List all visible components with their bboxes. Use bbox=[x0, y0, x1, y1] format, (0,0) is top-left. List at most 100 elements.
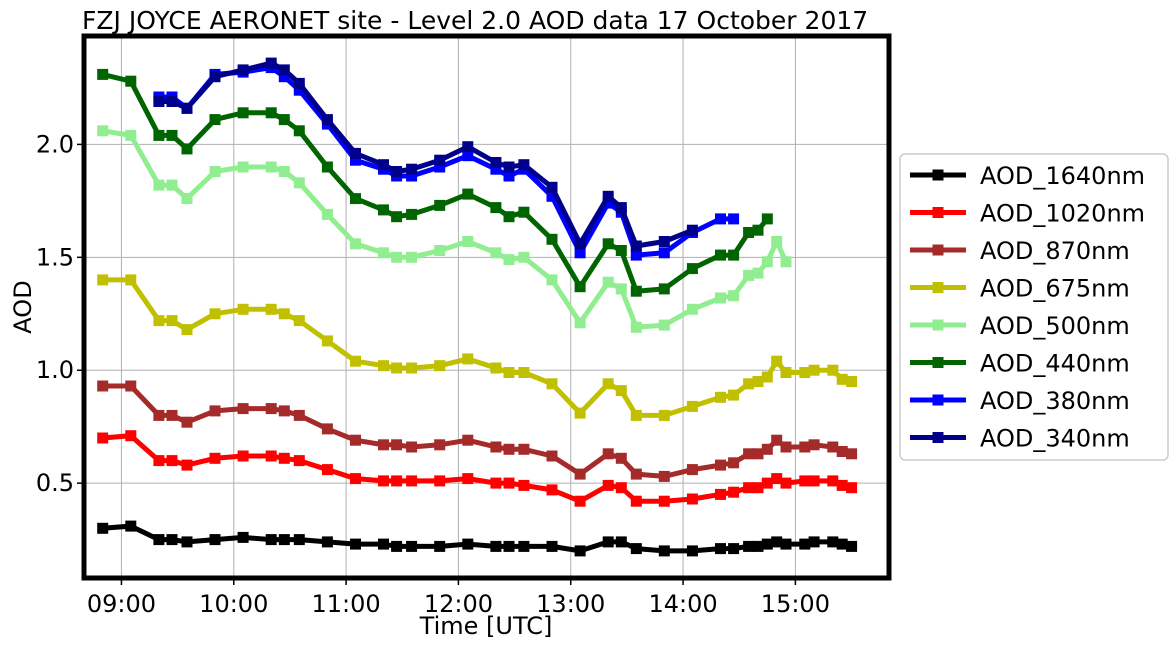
data-point bbox=[293, 84, 305, 96]
legend-swatch-marker bbox=[932, 394, 944, 406]
data-point bbox=[265, 107, 277, 119]
data-point bbox=[490, 362, 502, 374]
data-point bbox=[808, 536, 820, 548]
data-point bbox=[574, 317, 586, 329]
data-point bbox=[462, 538, 474, 550]
data-point bbox=[293, 77, 305, 89]
data-point bbox=[265, 161, 277, 173]
data-point bbox=[434, 475, 446, 487]
data-point bbox=[350, 434, 361, 446]
series-aod-380nm bbox=[153, 62, 740, 261]
legend: AOD_1640nm AOD_1020nm AOD_870nm AOD_675nm AO… bbox=[899, 153, 1169, 461]
data-point bbox=[728, 457, 740, 469]
data-point bbox=[574, 238, 586, 250]
data-point bbox=[780, 477, 792, 489]
data-point bbox=[462, 150, 474, 162]
data-point bbox=[808, 439, 820, 451]
data-point bbox=[181, 102, 193, 114]
data-point bbox=[406, 208, 418, 220]
data-point bbox=[752, 482, 764, 494]
series-layer bbox=[97, 57, 858, 557]
data-point bbox=[125, 430, 137, 442]
data-point bbox=[462, 353, 474, 365]
data-point bbox=[630, 321, 642, 333]
data-point bbox=[293, 455, 305, 467]
data-point bbox=[181, 536, 193, 548]
data-point bbox=[761, 443, 773, 455]
data-point bbox=[278, 64, 290, 76]
data-point bbox=[434, 154, 446, 166]
x-tick-label: 11:00 bbox=[312, 590, 381, 618]
legend-label: AOD_500nm bbox=[980, 312, 1130, 340]
data-point bbox=[658, 247, 670, 259]
data-point bbox=[490, 202, 502, 214]
legend-item-aod-380nm: AOD_380nm bbox=[910, 387, 1130, 415]
data-point bbox=[728, 213, 740, 225]
y-tick-label: 0.5 bbox=[36, 469, 74, 497]
data-point bbox=[503, 211, 515, 223]
data-point bbox=[686, 400, 698, 412]
legend-item-aod-870nm: AOD_870nm bbox=[910, 237, 1130, 265]
data-point bbox=[503, 443, 515, 455]
data-point bbox=[350, 355, 361, 367]
data-point bbox=[518, 159, 530, 171]
data-point bbox=[686, 224, 698, 236]
x-tick-label: 10:00 bbox=[199, 590, 268, 618]
data-point bbox=[321, 114, 333, 126]
series-line-aod-500nm bbox=[102, 128, 789, 330]
data-point bbox=[728, 249, 740, 261]
data-point bbox=[462, 473, 474, 485]
data-point bbox=[574, 281, 586, 293]
data-point bbox=[378, 247, 389, 259]
data-point bbox=[125, 274, 137, 286]
data-point bbox=[434, 439, 446, 451]
legend-label: AOD_1020nm bbox=[980, 200, 1145, 228]
data-point bbox=[97, 125, 109, 137]
data-point bbox=[237, 403, 249, 415]
data-point bbox=[265, 450, 277, 462]
data-point bbox=[406, 362, 418, 374]
series-aod-440nm bbox=[97, 68, 773, 297]
data-point bbox=[391, 475, 403, 487]
data-point bbox=[836, 373, 848, 385]
data-point bbox=[771, 355, 783, 367]
data-point bbox=[728, 290, 740, 302]
data-point bbox=[350, 147, 361, 159]
data-point bbox=[808, 475, 820, 487]
data-point bbox=[846, 376, 858, 387]
legend-label: AOD_870nm bbox=[980, 237, 1130, 265]
x-tick-label: 09:00 bbox=[87, 590, 156, 618]
data-point bbox=[658, 545, 670, 557]
data-point bbox=[799, 475, 811, 487]
legend-item-aod-1640nm: AOD_1640nm bbox=[910, 162, 1145, 190]
data-point bbox=[406, 251, 418, 263]
data-point bbox=[546, 181, 558, 193]
data-point bbox=[181, 416, 193, 428]
data-point bbox=[728, 389, 740, 401]
legend-item-aod-440nm: AOD_440nm bbox=[910, 350, 1130, 378]
data-point bbox=[686, 464, 698, 476]
data-point bbox=[406, 163, 418, 175]
data-point bbox=[321, 161, 333, 173]
data-point bbox=[546, 274, 558, 286]
data-point bbox=[321, 335, 333, 347]
data-point bbox=[378, 439, 389, 451]
data-point bbox=[97, 432, 109, 444]
data-point bbox=[846, 448, 858, 460]
data-point bbox=[265, 534, 277, 546]
data-point bbox=[125, 129, 137, 141]
data-point bbox=[752, 224, 764, 236]
data-point bbox=[546, 233, 558, 245]
legend-label: AOD_380nm bbox=[980, 387, 1130, 415]
x-tick-label: 13:00 bbox=[536, 590, 605, 618]
data-point bbox=[761, 256, 773, 268]
data-point bbox=[743, 227, 755, 238]
legend-label: AOD_340nm bbox=[980, 425, 1130, 453]
chart-title: FZJ JOYCE AERONET site - Level 2.0 AOD d… bbox=[82, 6, 868, 35]
series-aod-675nm bbox=[97, 274, 858, 421]
data-point bbox=[518, 251, 530, 263]
data-point bbox=[209, 114, 221, 126]
data-point bbox=[602, 276, 614, 288]
data-point bbox=[153, 409, 165, 421]
data-point bbox=[434, 199, 446, 211]
